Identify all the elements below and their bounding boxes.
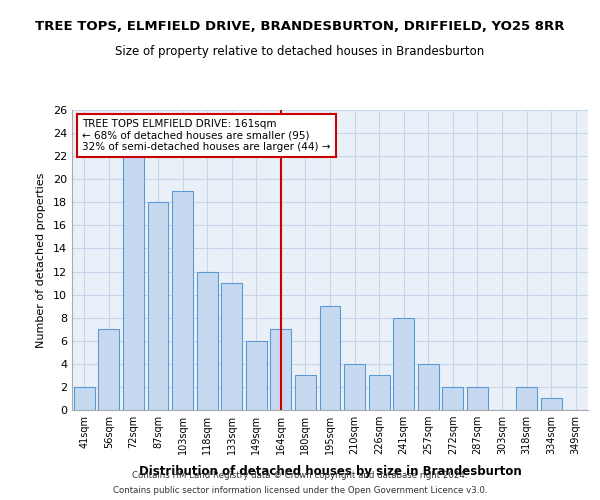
Bar [368, 376, 389, 410]
Bar [246, 341, 267, 410]
Bar [123, 156, 144, 410]
Bar [418, 364, 439, 410]
Bar [197, 272, 218, 410]
Bar [442, 387, 463, 410]
Bar [172, 191, 193, 410]
Bar [74, 387, 95, 410]
Y-axis label: Number of detached properties: Number of detached properties [36, 172, 46, 348]
Text: Contains HM Land Registry data © Crown copyright and database right 2024.: Contains HM Land Registry data © Crown c… [132, 471, 468, 480]
Text: Size of property relative to detached houses in Brandesburton: Size of property relative to detached ho… [115, 45, 485, 58]
Bar [98, 329, 119, 410]
Bar [221, 283, 242, 410]
Bar [148, 202, 169, 410]
Bar [344, 364, 365, 410]
Bar [393, 318, 414, 410]
X-axis label: Distribution of detached houses by size in Brandesburton: Distribution of detached houses by size … [139, 466, 521, 478]
Bar [295, 376, 316, 410]
Text: Contains public sector information licensed under the Open Government Licence v3: Contains public sector information licen… [113, 486, 487, 495]
Text: TREE TOPS, ELMFIELD DRIVE, BRANDESBURTON, DRIFFIELD, YO25 8RR: TREE TOPS, ELMFIELD DRIVE, BRANDESBURTON… [35, 20, 565, 33]
Bar [516, 387, 537, 410]
Bar [320, 306, 340, 410]
Bar [467, 387, 488, 410]
Bar [541, 398, 562, 410]
Bar [271, 329, 292, 410]
Text: TREE TOPS ELMFIELD DRIVE: 161sqm
← 68% of detached houses are smaller (95)
32% o: TREE TOPS ELMFIELD DRIVE: 161sqm ← 68% o… [82, 119, 331, 152]
